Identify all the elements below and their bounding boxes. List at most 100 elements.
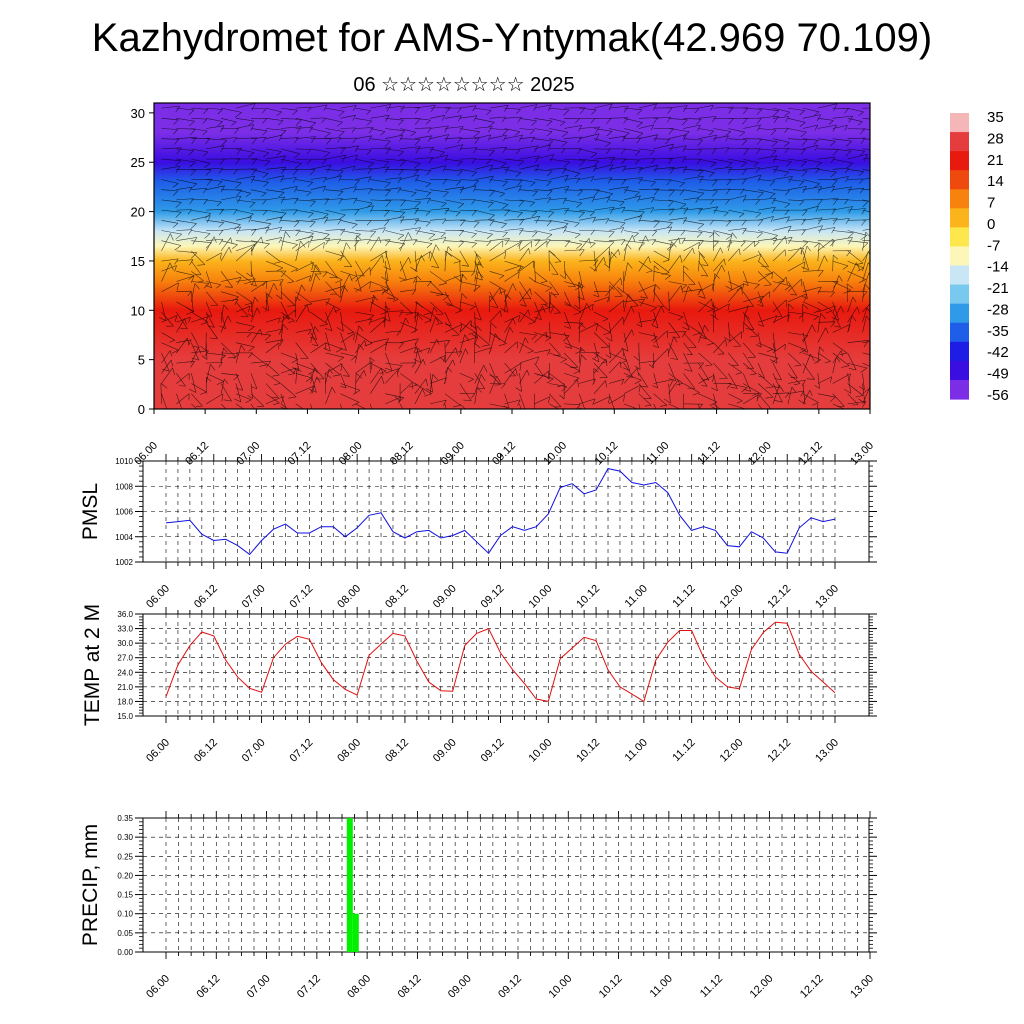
wind-barb-flag [459,144,464,152]
wind-barb-flag [233,353,239,359]
wind-barb [370,189,391,191]
wind-barb-flag [439,151,445,156]
wind-barb [295,106,312,109]
wind-barb-flag [847,324,851,332]
wind-barb [728,322,731,342]
wind-barb-flag [338,170,344,177]
wind-barb-flag [207,325,215,328]
wind-barb [220,271,233,288]
wind-barb [787,373,801,384]
wind-barb [191,137,211,139]
wind-barb-flag [349,274,353,282]
wind-barb [519,241,532,252]
wind-barb-flag [606,196,611,203]
wind-barb-flag [765,386,774,389]
y-tick-label: 24.0 [117,668,133,677]
wind-barb-flag [248,306,251,312]
wind-barb [608,249,619,262]
wind-barb-flag [436,323,443,325]
wind-barb [847,107,864,113]
wind-barb [787,229,806,231]
wind-barb-flag [358,343,364,351]
wind-barb [534,154,554,160]
wind-barb-flag [296,126,302,134]
wind-barb-flag [471,210,477,216]
wind-barb-flag [809,389,813,396]
wind-barb-flag [262,199,267,205]
wind-barb [832,237,853,241]
wind-barb [564,379,578,394]
wind-barb-flag [235,112,242,118]
wind-barb-flag [273,261,281,264]
wind-barb-flag [852,296,857,303]
wind-barb [772,276,787,292]
wind-barb [653,138,670,140]
wind-barb [787,128,807,133]
wind-barb [758,315,777,323]
wind-barb-flag [713,206,719,214]
wind-barb [846,283,848,302]
wind-barb-flag [738,248,741,256]
wind-barb [758,230,778,236]
wind-barb-flag [721,264,725,272]
wind-barb [370,227,386,231]
wind-barb-flag [501,383,506,389]
wind-barb-flag [806,378,815,380]
wind-barb [235,322,255,327]
wind-barb-flag [653,117,659,124]
x-tick-label: 08.12 [388,440,416,468]
wind-barb-flag [770,129,777,136]
wind-barb-flag [218,167,224,174]
wind-barb [683,169,704,171]
wind-barb [370,114,390,119]
wind-barb [400,289,416,292]
wind-barb-flag [563,161,570,168]
colorbar-swatch [950,132,969,152]
wind-barb-flag [621,158,627,165]
wind-barb-flag [701,378,709,381]
wind-barb [564,136,582,139]
wind-barb [847,383,864,396]
wind-barb-flag [245,399,252,404]
wind-barb-flag [858,279,866,284]
wind-barb [280,177,297,180]
wind-barb-flag [478,261,484,269]
wind-barb-flag [535,216,540,224]
wind-barb-flag [697,170,704,177]
wind-barb [862,316,867,333]
wind-barb-flag [281,167,287,174]
wind-barb-flag [335,279,343,283]
wind-barb-flag [707,309,714,313]
wind-barb [668,217,687,221]
wind-barb [832,350,842,364]
wind-barb [728,283,744,292]
wind-barb-flag [411,362,417,368]
x-tick-label: 10.12 [574,583,602,611]
wind-barb-flag [219,325,226,329]
wind-barb [564,362,581,372]
wind-barb-flag [515,172,522,177]
wind-barb-flag [453,260,461,264]
wind-barb [400,311,419,314]
wind-barb [504,315,521,323]
wind-barb [787,218,806,221]
wind-barb-flag [858,171,864,177]
wind-barb-flag [353,240,359,247]
wind-barb-flag [652,345,659,349]
wind-barb [698,105,714,109]
wind-barb [429,207,450,211]
wind-barb-flag [514,131,521,136]
y-tick-label: 0 [138,402,145,417]
wind-barb-flag [261,192,267,197]
wind-barb [474,176,494,180]
wind-barb-flag [590,242,596,248]
wind-barb [549,168,567,170]
colorbar-label: -21 [987,280,1009,297]
wind-barb [564,281,581,287]
wind-barb-flag [428,251,431,259]
wind-barb-flag [370,231,376,238]
wind-barb-flag [385,343,387,351]
wind-barb-flag [528,408,529,409]
wind-barb [355,158,374,164]
wind-barb-flag [621,179,627,185]
